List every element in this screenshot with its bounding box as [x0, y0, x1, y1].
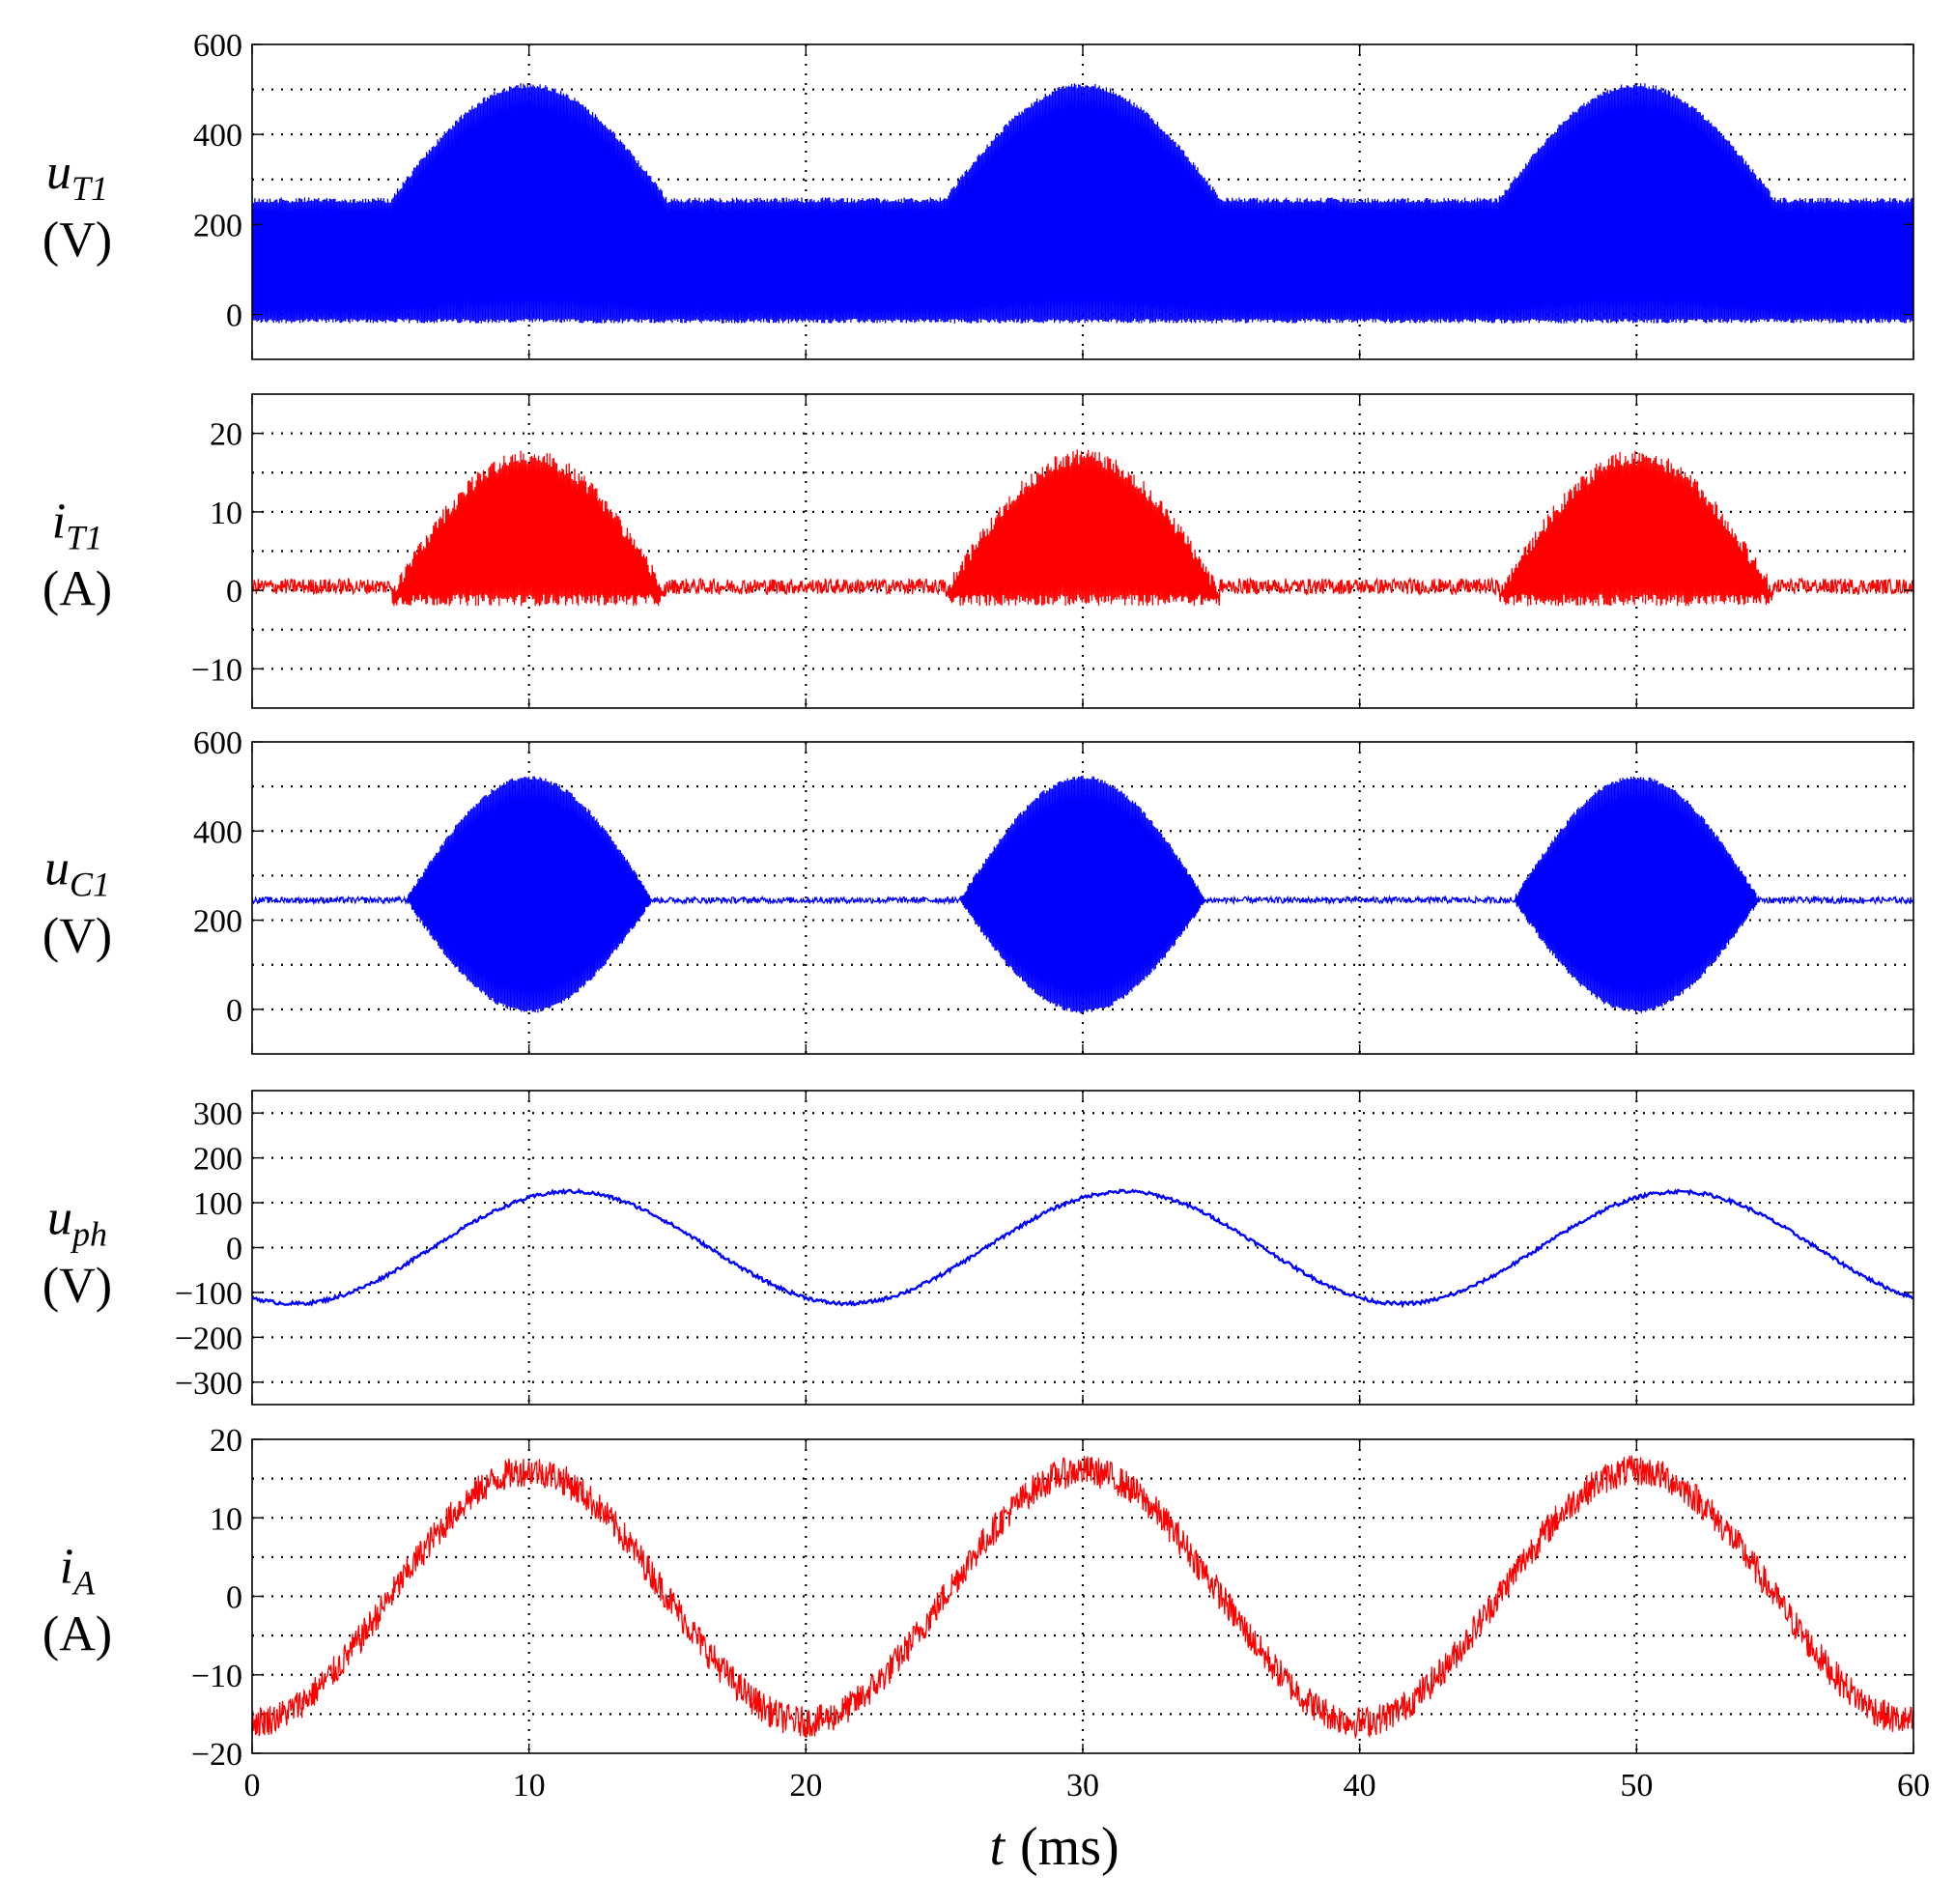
- ylabel-iT1: iT1: [52, 495, 102, 557]
- ytick-label: 200: [193, 904, 242, 940]
- series-line-uph: [252, 1187, 1913, 1309]
- ylabel-subscript: ph: [70, 1215, 107, 1254]
- ytick-label: −10: [191, 652, 242, 688]
- series-line-iT1: [252, 449, 1913, 607]
- x-axis-variable: t: [989, 1817, 1006, 1877]
- ylabel-unit-uC1: (V): [42, 909, 112, 964]
- ytick-label: 20: [210, 417, 242, 453]
- x-tick-labels: 0 10 20 30 40 50 60: [244, 1768, 1931, 1804]
- ylabel-unit-uph: (V): [42, 1259, 112, 1314]
- ytick-label: −20: [191, 1737, 242, 1773]
- ylabel-unit-iA: (A): [42, 1607, 112, 1662]
- ylabel-iA: iA: [60, 1540, 96, 1603]
- xtick-label: 40: [1344, 1768, 1376, 1804]
- ytick-label: −10: [191, 1659, 242, 1694]
- ylabel-symbol: u: [47, 1191, 72, 1246]
- xtick-label: 0: [244, 1768, 261, 1804]
- ytick-label: 10: [210, 1501, 242, 1537]
- ytick-label: 20: [210, 1423, 242, 1459]
- series-line-uT1: [252, 83, 1913, 324]
- ytick-label: −300: [175, 1366, 242, 1402]
- x-axis-title: t (ms): [989, 1817, 1119, 1877]
- ylabel-symbol: u: [44, 841, 70, 896]
- x-axis-unit: (ms): [1020, 1817, 1119, 1877]
- ylabel-uC1: uC1: [44, 841, 110, 904]
- ytick-label: −200: [175, 1321, 242, 1356]
- ytick-label: 10: [210, 496, 242, 531]
- ytick-label: 0: [226, 1580, 242, 1616]
- ylabel-subscript: A: [71, 1564, 96, 1603]
- xtick-label: 50: [1620, 1768, 1653, 1804]
- ylabel-unit-uT1: (V): [42, 213, 112, 268]
- ytick-label: 100: [193, 1186, 242, 1222]
- ytick-label: 0: [226, 298, 242, 333]
- ytick-label: −100: [175, 1276, 242, 1312]
- ytick-label: 400: [193, 814, 242, 850]
- ytick-label: 200: [193, 1142, 242, 1178]
- xtick-label: 20: [789, 1768, 822, 1804]
- ytick-label: 0: [226, 574, 242, 610]
- ylabel-uph: uph: [47, 1191, 107, 1254]
- ytick-label: 600: [193, 28, 242, 64]
- grid-iA: [252, 1439, 1913, 1753]
- xtick-label: 10: [513, 1768, 546, 1804]
- panels: 0200400600uT1(V)−1001020iT1(A)0200400600…: [42, 28, 1930, 1804]
- ytick-label: 0: [226, 1232, 242, 1267]
- ytick-label: 600: [193, 725, 242, 761]
- ylabel-subscript: T1: [66, 519, 102, 557]
- ylabel-symbol: i: [60, 1540, 73, 1595]
- ylabel-unit-iT1: (A): [42, 562, 112, 617]
- ylabel-symbol: i: [52, 495, 66, 550]
- ylabel-subscript: T1: [71, 169, 108, 208]
- ytick-label: 400: [193, 118, 242, 154]
- ytick-label: 200: [193, 208, 242, 243]
- series-line-iA: [252, 1455, 1913, 1740]
- xtick-label: 30: [1066, 1768, 1099, 1804]
- xtick-label: 60: [1897, 1768, 1930, 1804]
- ylabel-subscript: C1: [70, 866, 110, 904]
- ytick-label: 0: [226, 993, 242, 1029]
- ytick-label: 300: [193, 1096, 242, 1132]
- ylabel-uT1: uT1: [46, 145, 108, 208]
- ylabel-symbol: u: [46, 145, 71, 200]
- grid-uph: [252, 1091, 1913, 1405]
- series-line-uC1: [252, 775, 1913, 1014]
